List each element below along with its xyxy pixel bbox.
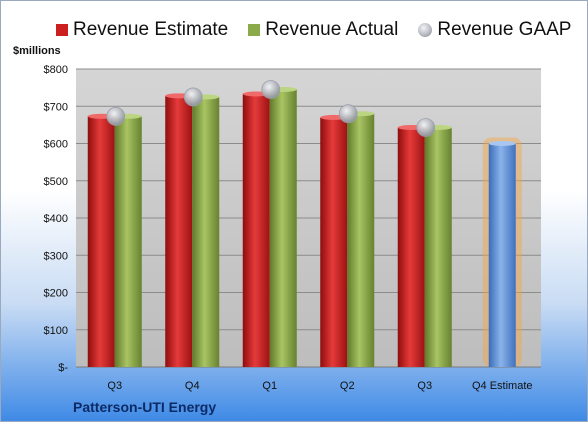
y-tick-label: $100 [44, 325, 68, 337]
y-tick-label: $200 [44, 288, 68, 300]
bar-revenue-actual [192, 96, 220, 367]
bar-cap [488, 141, 516, 146]
bar-revenue-actual [269, 89, 297, 368]
x-tick-label: Q4 Estimate [472, 380, 533, 392]
legend-item-gaap: Revenue GAAP [418, 19, 571, 41]
x-tick-label: Q3 [417, 380, 432, 392]
gaap-marker [338, 104, 358, 124]
gaap-marker [416, 118, 436, 137]
bar-revenue-actual [347, 113, 375, 367]
bar-revenue-estimate [242, 93, 270, 368]
x-axis-ticks: Q3 Q4 Q1 Q2 Q3 Q4 Estimate [107, 380, 532, 392]
company-name: Patterson-UTI Energy [73, 399, 217, 415]
legend-swatch-gaap [418, 23, 433, 37]
y-axis-ticks: $- $100 $200 $300 $400 $500 $600 $700 $800 [44, 64, 69, 374]
y-tick-label: $300 [44, 250, 68, 262]
legend-label-estimate: Revenue Estimate [73, 19, 229, 40]
bar-revenue-estimate [397, 127, 425, 367]
bar-revenue-actual [114, 116, 142, 368]
legend-swatch-actual [248, 24, 261, 36]
gaap-marker [261, 80, 281, 99]
chart-legend: Revenue Estimate Revenue Actual Revenue … [56, 17, 577, 43]
legend-item-actual: Revenue Actual [248, 19, 398, 41]
bar-revenue-estimate [165, 95, 193, 367]
y-tick-label: $- [58, 362, 68, 374]
x-tick-label: Q1 [262, 380, 277, 392]
legend-label-gaap: Revenue GAAP [437, 19, 572, 40]
y-tick-label: $600 [44, 139, 68, 151]
bar-revenue-estimate [320, 117, 348, 367]
y-tick-label: $500 [44, 176, 68, 188]
bar-forecast [488, 143, 516, 367]
bar-revenue-estimate [87, 116, 115, 368]
y-axis-unit-label: $millions [13, 45, 61, 57]
bar-revenue-actual [424, 127, 452, 367]
gaap-marker [106, 106, 126, 126]
legend-label-actual: Revenue Actual [265, 19, 399, 40]
x-tick-label: Q3 [107, 380, 122, 392]
gaap-markers [106, 80, 436, 137]
bars [87, 86, 522, 368]
grid-lines [76, 68, 541, 368]
y-tick-label: $400 [44, 213, 68, 225]
y-tick-label: $700 [44, 101, 68, 113]
gaap-marker [183, 87, 203, 107]
x-tick-label: Q2 [340, 380, 355, 392]
y-tick-label: $800 [44, 64, 68, 76]
legend-item-estimate: Revenue Estimate [56, 19, 228, 41]
x-tick-label: Q4 [185, 380, 200, 392]
legend-swatch-estimate [56, 24, 68, 36]
